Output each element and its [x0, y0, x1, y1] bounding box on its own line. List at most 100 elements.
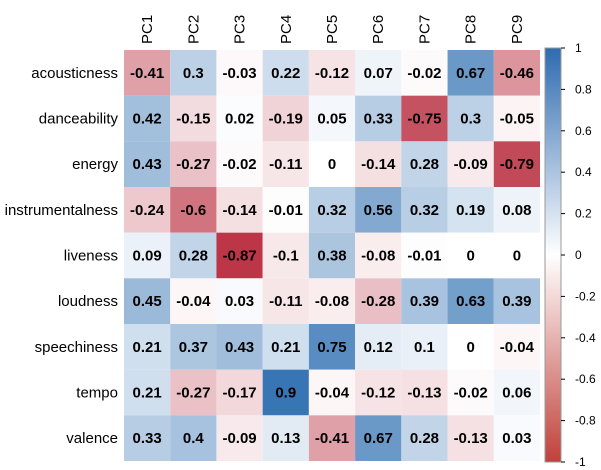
heatmap-cell-danceability-pc7 [401, 95, 448, 142]
heatmap-cell-danceability-pc1 [124, 95, 171, 142]
cell-value-instrumentalness-pc4: -0.01 [269, 202, 303, 219]
cell-value-valence-pc5: -0.41 [315, 430, 349, 447]
heatmap-cell-energy-pc5 [308, 141, 356, 187]
cell-value-loudness-pc7: 0.39 [410, 293, 439, 310]
cell-value-acousticness-pc4: 0.22 [271, 65, 300, 82]
heatmap-cell-valence-pc8 [447, 415, 494, 461]
heatmap-cell-acousticness-pc7 [401, 50, 448, 96]
heatmap-cell-loudness-pc6 [355, 278, 402, 324]
colorbar-gradient [544, 47, 562, 463]
cell-value-acousticness-pc6: 0.07 [364, 65, 393, 82]
colorbar-tick-label: -0.2 [575, 289, 596, 303]
heatmap-cell-tempo-pc1 [124, 369, 171, 416]
heatmap-cell-instrumentalness-pc3 [216, 187, 263, 233]
heatmap-cell-instrumentalness-pc5 [308, 187, 356, 233]
heatmap-cell-acousticness-pc1 [124, 50, 171, 96]
cell-value-liveness-pc6: -0.08 [361, 248, 395, 265]
heatmap-cell-speechiness-pc9 [493, 324, 540, 370]
heatmap-cell-valence-pc4 [262, 415, 309, 461]
heatmap-cell-valence-pc6 [355, 415, 402, 461]
cell-value-loudness-pc1: 0.45 [133, 293, 162, 310]
cell-value-danceability-pc3: 0.02 [225, 111, 254, 128]
cell-value-speechiness-pc1: 0.21 [133, 339, 162, 356]
cell-value-tempo-pc4: 0.9 [275, 385, 296, 402]
cell-value-tempo-pc1: 0.21 [133, 385, 162, 402]
column-labels: PC1 PC2 PC3 PC4 PC5 PC6 PC7 PC8 PC9 [139, 15, 526, 44]
cell-value-loudness-pc3: 0.03 [225, 293, 254, 310]
colorbar-tick-label: -1 [575, 455, 586, 469]
column-label-pc3: PC3 [232, 15, 249, 44]
cell-value-instrumentalness-pc1: -0.24 [130, 202, 165, 219]
heatmap-cell-instrumentalness-pc9 [493, 187, 540, 233]
column-label-pc5: PC5 [324, 15, 341, 44]
cell-value-loudness-pc5: -0.08 [315, 293, 349, 310]
cell-value-danceability-pc4: -0.19 [269, 111, 303, 128]
cell-value-danceability-pc1: 0.42 [133, 111, 162, 128]
cell-value-tempo-pc9: 0.06 [502, 385, 531, 402]
colorbar-tick-label: 0.6 [575, 124, 592, 138]
cell-value-energy-pc3: -0.02 [222, 156, 256, 173]
cell-value-danceability-pc6: 0.33 [364, 111, 393, 128]
cell-value-liveness-pc2: 0.28 [179, 248, 208, 265]
cell-value-energy-pc6: -0.14 [361, 156, 396, 173]
cell-value-liveness-pc9: 0 [513, 248, 521, 265]
heatmap-cell-speechiness-pc1 [124, 324, 171, 370]
row-label-liveness: liveness [64, 248, 118, 265]
heatmap-cell-acousticness-pc4 [262, 50, 309, 96]
heatmap-cell-speechiness-pc6 [355, 324, 402, 370]
heatmap-cell-liveness-pc4 [262, 232, 309, 279]
cell-value-tempo-pc7: -0.13 [407, 385, 441, 402]
row-label-energy: energy [72, 156, 118, 173]
heatmap-cell-energy-pc7 [401, 141, 448, 187]
cell-value-danceability-pc9: -0.05 [500, 111, 534, 128]
colorbar-tick-label: 0.4 [575, 165, 592, 179]
heatmap-cell-liveness-pc3 [216, 232, 263, 279]
heatmap-cell-loudness-pc9 [493, 278, 540, 324]
heatmap-cell-loudness-pc8 [447, 278, 494, 324]
heatmap-cell-loudness-pc4 [262, 278, 309, 324]
row-label-instrumentalness: instrumentalness [5, 202, 118, 219]
row-label-valence: valence [66, 430, 118, 447]
heatmap-cell-danceability-pc8 [447, 95, 494, 142]
cell-value-valence-pc9: 0.03 [502, 430, 531, 447]
cell-value-tempo-pc2: -0.27 [176, 385, 210, 402]
cell-value-energy-pc5: 0 [328, 156, 336, 173]
heatmap-cell-acousticness-pc9 [493, 50, 540, 96]
heatmap-cells [124, 50, 540, 461]
heatmap-cell-instrumentalness-pc1 [124, 187, 171, 233]
heatmap-cell-instrumentalness-pc8 [447, 187, 494, 233]
heatmap-cell-liveness-pc8 [447, 232, 494, 279]
heatmap-cell-speechiness-pc2 [170, 324, 217, 370]
column-label-pc7: PC7 [416, 15, 433, 44]
cell-value-instrumentalness-pc7: 0.32 [410, 202, 439, 219]
heatmap-cell-danceability-pc4 [262, 95, 309, 142]
cell-value-acousticness-pc2: 0.3 [183, 65, 204, 82]
cell-value-energy-pc1: 0.43 [133, 156, 162, 173]
heatmap-cell-liveness-pc2 [170, 232, 217, 279]
row-labels: acousticness danceability energy instrument… [5, 65, 119, 447]
colorbar-tick-label: 0.8 [575, 82, 592, 96]
heatmap-cell-danceability-pc9 [493, 95, 540, 142]
column-label-pc9: PC9 [509, 15, 526, 44]
cell-value-instrumentalness-pc9: 0.08 [502, 202, 531, 219]
heatmap-cell-instrumentalness-pc2 [170, 187, 217, 233]
heatmap-cell-valence-pc9 [493, 415, 540, 461]
heatmap-cell-loudness-pc5 [308, 278, 356, 324]
heatmap-cell-liveness-pc5 [308, 232, 356, 279]
colorbar: -1 -0.8 -0.6 -0.4 -0.2 0 0.2 0.4 0.6 0.8 1 [544, 41, 596, 469]
cell-value-speechiness-pc9: -0.04 [500, 339, 535, 356]
cell-value-valence-pc4: 0.13 [271, 430, 300, 447]
heatmap-cell-liveness-pc6 [355, 232, 402, 279]
cell-value-energy-pc8: -0.09 [454, 156, 488, 173]
heatmap-cell-valence-pc2 [170, 415, 217, 461]
cell-value-loudness-pc2: -0.04 [176, 293, 211, 310]
cell-value-valence-pc3: -0.09 [222, 430, 256, 447]
cell-value-instrumentalness-pc8: 0.19 [456, 202, 485, 219]
cell-value-acousticness-pc8: 0.67 [456, 65, 485, 82]
cell-value-danceability-pc2: -0.15 [176, 111, 210, 128]
cell-value-danceability-pc7: -0.75 [407, 111, 441, 128]
cell-value-liveness-pc8: 0 [466, 248, 474, 265]
cell-value-liveness-pc5: 0.38 [317, 248, 346, 265]
heatmap-cell-energy-pc9 [493, 141, 540, 187]
heatmap-cell-energy-pc2 [170, 141, 217, 187]
